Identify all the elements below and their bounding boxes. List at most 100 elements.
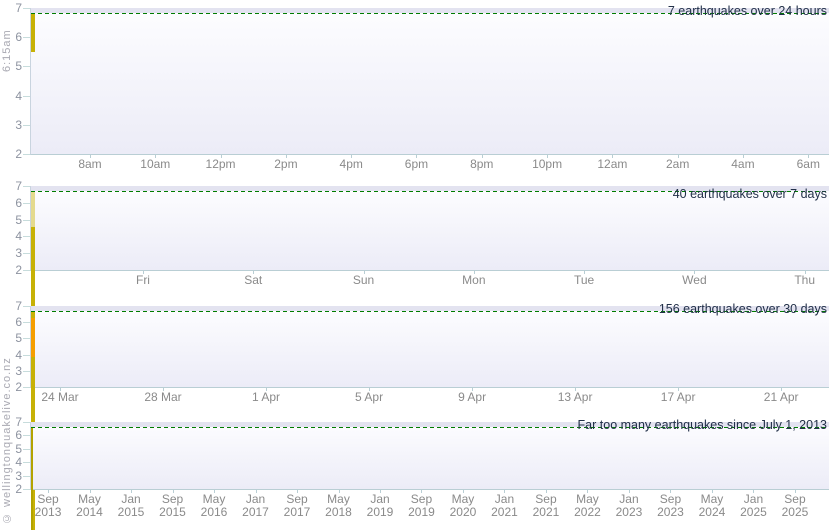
- quake-bar: [31, 527, 35, 530]
- y-axis-tick: [23, 236, 30, 238]
- x-axis-tick: [742, 155, 744, 158]
- h-gridline: [31, 306, 829, 307]
- x-axis-tick: [670, 490, 672, 493]
- y-axis-tick: [23, 270, 30, 271]
- y-axis-label: 6: [15, 195, 22, 210]
- y-axis-tick: [23, 338, 30, 340]
- h-gridline: [31, 422, 829, 423]
- x-axis-tick: [142, 271, 144, 274]
- x-axis-label: 24 Mar: [41, 390, 79, 404]
- x-axis-tick: [253, 271, 255, 274]
- x-axis-label: Jan 2021: [491, 492, 518, 519]
- h-gridline: [31, 310, 829, 311]
- quake-bar: [31, 486, 33, 500]
- x-axis-tick: [794, 490, 796, 493]
- x-axis-tick: [338, 490, 340, 493]
- h-gridline: [31, 189, 829, 190]
- quake-bar: [31, 316, 35, 319]
- y-axis-tick: [23, 95, 30, 97]
- x-axis-label: Sep 2015: [159, 492, 186, 519]
- y-axis-tick: [23, 253, 30, 255]
- y-axis-label: 7: [15, 415, 22, 429]
- x-axis-label: Tue: [574, 273, 595, 287]
- x-axis-tick: [547, 155, 549, 158]
- x-axis-label: Sep 2013: [34, 492, 62, 519]
- y-axis-tick: [23, 219, 30, 221]
- x-axis-label: Jan 2017: [242, 492, 269, 519]
- x-axis-tick: [266, 388, 268, 391]
- x-axis-label: 21 Apr: [763, 390, 799, 404]
- x-axis-tick: [584, 271, 586, 274]
- x-axis-label: Thu: [794, 273, 816, 287]
- h-gridline: [31, 12, 829, 13]
- x-axis-label: May 2020: [449, 492, 477, 519]
- x-axis-label: May 2016: [200, 492, 228, 519]
- x-axis-tick: [48, 490, 50, 493]
- plot-area: [30, 306, 829, 530]
- x-axis-label: May 2014: [76, 492, 103, 519]
- x-axis-tick: [214, 490, 216, 493]
- x-axis-label: Sep 2023: [657, 492, 684, 519]
- quake-bar: [31, 367, 35, 375]
- y-axis-label: 5: [15, 59, 22, 74]
- x-axis-tick: [369, 388, 371, 391]
- x-axis-label: 10am: [140, 157, 171, 171]
- x-axis-tick: [89, 490, 91, 493]
- x-axis-tick: [285, 155, 287, 158]
- quake-bar: [31, 296, 35, 311]
- quake-bar: [31, 428, 33, 437]
- alert-threshold-line: [31, 13, 829, 14]
- h-gridline: [31, 190, 829, 191]
- quake-bar: [31, 499, 33, 512]
- x-axis-tick: [612, 155, 614, 158]
- y-axis-label: 3: [15, 246, 22, 261]
- alert-threshold-line: [31, 191, 829, 192]
- x-axis-tick: [473, 271, 475, 274]
- y-axis-tick: [23, 387, 30, 388]
- y-axis-tick: [23, 448, 30, 450]
- quake-bar: [31, 445, 33, 469]
- x-axis-tick: [421, 490, 423, 493]
- quake-bar: [31, 401, 35, 410]
- h-gridline: [31, 186, 829, 187]
- y-axis-label: 7: [15, 179, 22, 193]
- x-axis-tick: [163, 388, 165, 391]
- x-axis-label: 13 Apr: [557, 390, 593, 404]
- x-axis-label: 5 Apr: [355, 390, 384, 404]
- x-axis-label: Jan 2015: [117, 492, 145, 519]
- h-gridline: [31, 187, 829, 188]
- y-axis-tick: [23, 8, 30, 9]
- y-axis-tick: [23, 124, 30, 126]
- x-axis-tick: [462, 490, 464, 493]
- x-axis-tick: [416, 155, 418, 158]
- y-axis-label: 7: [15, 1, 22, 15]
- x-axis-tick: [351, 155, 353, 158]
- x-axis-label: 2am: [665, 157, 690, 171]
- x-axis-label: 1 Apr: [252, 390, 281, 404]
- quake-bar: [31, 356, 35, 368]
- x-axis-label: May 2024: [698, 492, 726, 519]
- y-axis-label: 5: [15, 331, 22, 346]
- y-axis-tick: [23, 306, 30, 307]
- h-gridline: [31, 309, 829, 310]
- h-gridline: [31, 425, 829, 426]
- x-axis-label: Sep 2017: [283, 492, 311, 519]
- x-axis-label: 6pm: [404, 157, 429, 171]
- y-axis-label: 3: [15, 363, 22, 378]
- quake-bar: [31, 374, 35, 380]
- quake-bar: [31, 436, 33, 446]
- y-axis-label: 7: [15, 299, 22, 313]
- x-axis-tick: [60, 388, 61, 391]
- x-axis-label: May 2022: [574, 492, 601, 519]
- y-axis-tick: [23, 186, 30, 187]
- chart-title-24-hours: 7 earthquakes over 24 hours: [667, 4, 827, 18]
- quake-bar: [31, 516, 35, 525]
- y-axis-tick: [23, 66, 30, 68]
- quake-bar: [31, 513, 35, 517]
- alert-threshold-line: [31, 311, 829, 312]
- x-axis-tick: [545, 490, 547, 493]
- y-axis-label: 2: [15, 482, 22, 496]
- x-axis-tick: [575, 388, 577, 391]
- x-axis-tick: [628, 490, 630, 493]
- x-axis-tick: [678, 388, 680, 391]
